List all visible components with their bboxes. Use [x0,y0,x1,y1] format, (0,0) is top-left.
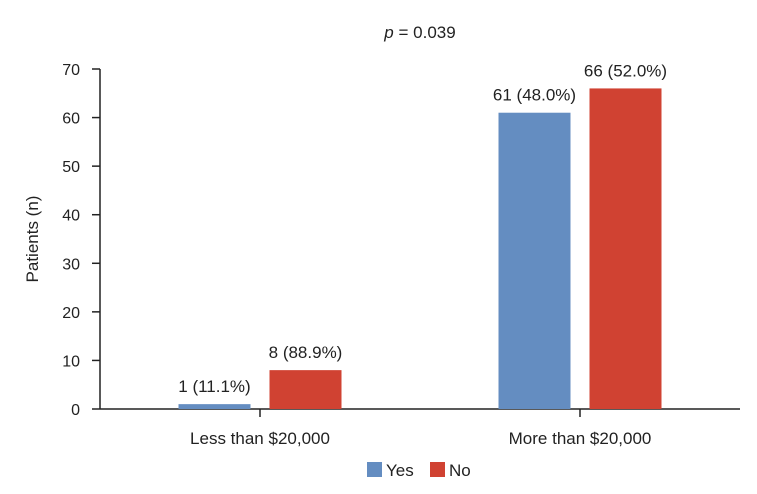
legend: Yes No [367,461,471,480]
bar-no [589,88,662,409]
x-category-label: Less than $20,000 [190,429,330,448]
y-tick-label: 50 [62,159,80,176]
bar-data-label: 66 (52.0%) [584,61,667,80]
legend-label-yes: Yes [386,461,414,480]
bar-yes [498,112,571,409]
bar-no [269,370,342,409]
subtitle-value: = 0.039 [394,23,456,42]
bar-yes [178,404,251,409]
y-tick-label: 60 [62,111,80,128]
y-tick-label: 40 [62,208,80,225]
bar-data-label: 61 (48.0%) [493,86,576,105]
bar-data-label: 8 (88.9%) [269,343,343,362]
legend-label-no: No [449,461,471,480]
legend-swatch-yes [367,462,382,477]
subtitle-p: p [383,23,393,42]
y-tick-label: 0 [71,402,80,419]
chart-subtitle: p = 0.039 [383,23,455,42]
y-tick-label: 20 [62,305,80,322]
x-axis: Less than $20,000 More than $20,000 [100,408,740,448]
y-axis-title: Patients (n) [23,196,42,283]
bars: 1 (11.1%) 8 (88.9%) 61 (48.0%) 66 (52.0%) [178,61,667,409]
y-tick-label: 70 [62,62,80,79]
x-category-label: More than $20,000 [509,429,652,448]
y-axis: 0 10 20 30 40 50 60 70 [62,62,101,419]
bar-data-label: 1 (11.1%) [178,377,250,396]
legend-swatch-no [430,462,445,477]
y-tick-label: 10 [62,353,80,370]
y-tick-label: 30 [62,256,80,273]
